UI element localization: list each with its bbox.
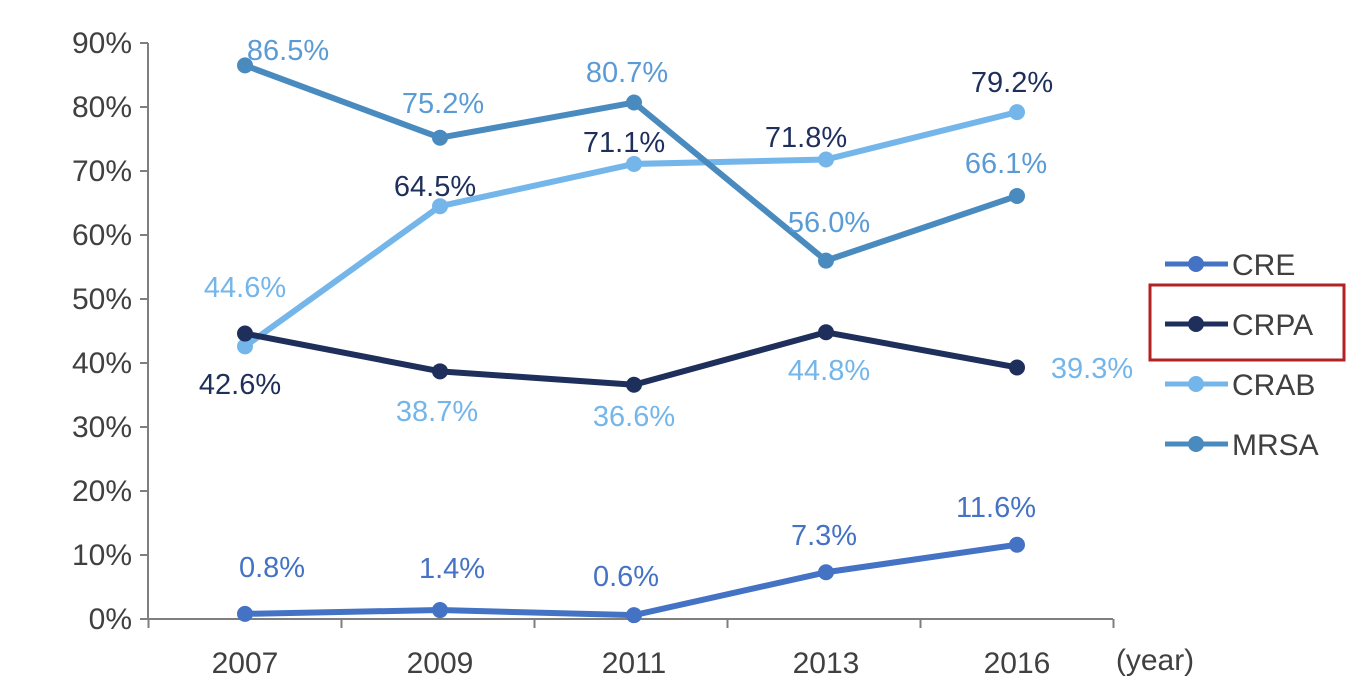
data-point-crab-2007 [237, 338, 253, 355]
data-label-crab-2016: 39.3% [1051, 353, 1133, 385]
data-label-cre-2009: 1.4% [419, 553, 485, 585]
y-tick-label: 90% [72, 27, 132, 60]
data-point-crab-2013 [818, 151, 834, 168]
data-label-cre-2016: 11.6% [956, 492, 1036, 524]
data-point-crpa-2013 [818, 324, 834, 341]
data-labels: 0.8% 1.4% 0.6% 7.3% 11.6% 42.6% 64.5% 71.1% 71.8… [199, 35, 1133, 593]
y-tick-label: 60% [72, 219, 132, 252]
legend-label-crpa: CRPA [1232, 309, 1313, 342]
legend-label-crab: CRAB [1232, 369, 1315, 402]
data-point-cre-2011 [626, 607, 642, 624]
x-axis-label: (year) [1116, 644, 1194, 677]
data-label-mrsa-2009: 75.2% [402, 88, 484, 120]
data-label-crpa-2007: 42.6% [199, 369, 281, 401]
y-tick-label: 0% [89, 603, 132, 636]
data-point-crab-2009 [432, 198, 448, 215]
data-point-mrsa-2007 [237, 57, 253, 74]
data-label-mrsa-2007: 86.5% [247, 35, 329, 67]
data-point-mrsa-2009 [432, 129, 448, 146]
x-tick-label: 2009 [407, 647, 474, 680]
legend-label-mrsa: MRSA [1232, 429, 1319, 462]
data-label-crpa-2011: 71.1% [583, 127, 665, 159]
data-point-mrsa-2011 [626, 94, 642, 111]
x-tick-label: 2011 [602, 647, 667, 680]
legend-marker-mrsa [1188, 436, 1204, 452]
series-points [237, 57, 1025, 624]
axes: 0% 10% 20% 30% 40% 50% 60% 70% 80% 90% 2007 2009 201… [72, 27, 1194, 680]
data-point-crpa-2007 [237, 325, 253, 342]
data-label-crpa-2016: 79.2% [971, 67, 1053, 99]
data-point-crab-2016 [1009, 104, 1025, 121]
legend: CRE CRPA CRAB MRSA [1148, 249, 1346, 462]
x-tick-label: 2013 [793, 647, 860, 680]
legend-label-cre: CRE [1232, 249, 1295, 282]
data-label-crab-2013: 44.8% [788, 355, 870, 387]
data-point-mrsa-2013 [818, 252, 834, 269]
y-tick-label: 40% [72, 347, 132, 380]
data-label-crab-2011: 36.6% [593, 401, 675, 433]
data-point-cre-2007 [237, 605, 253, 622]
y-tick-label: 10% [72, 539, 132, 572]
data-label-mrsa-2016: 66.1% [965, 148, 1047, 180]
data-point-cre-2016 [1009, 536, 1025, 553]
legend-marker-crpa [1188, 316, 1204, 332]
data-label-cre-2011: 0.6% [593, 561, 659, 593]
data-label-crpa-2009: 64.5% [394, 171, 476, 203]
data-label-cre-2007: 0.8% [239, 552, 305, 584]
data-point-cre-2013 [818, 564, 834, 581]
data-point-crpa-2016 [1009, 359, 1025, 376]
data-point-crab-2011 [626, 155, 642, 172]
legend-marker-crab [1188, 376, 1204, 392]
data-label-mrsa-2011: 80.7% [586, 57, 668, 89]
data-point-crpa-2011 [626, 376, 642, 393]
y-tick-label: 70% [72, 155, 132, 188]
data-label-mrsa-2013: 56.0% [788, 207, 870, 239]
y-tick-label: 30% [72, 411, 132, 444]
legend-highlight-box [1148, 283, 1346, 362]
data-point-cre-2009 [432, 602, 448, 619]
data-label-cre-2013: 7.3% [791, 520, 857, 552]
y-tick-label: 80% [72, 91, 132, 124]
data-label-crpa-2013: 71.8% [765, 122, 847, 154]
data-point-crpa-2009 [432, 363, 448, 380]
x-tick-label: 2016 [984, 647, 1051, 680]
y-tick-label: 20% [72, 475, 132, 508]
data-point-mrsa-2016 [1009, 187, 1025, 204]
series-line-crpa [242, 329, 1020, 388]
y-tick-label: 50% [72, 283, 132, 316]
x-tick-label: 2007 [212, 647, 279, 680]
legend-marker-cre [1188, 256, 1204, 272]
data-label-crab-2007: 44.6% [204, 272, 286, 304]
data-label-crab-2009: 38.7% [396, 396, 478, 428]
